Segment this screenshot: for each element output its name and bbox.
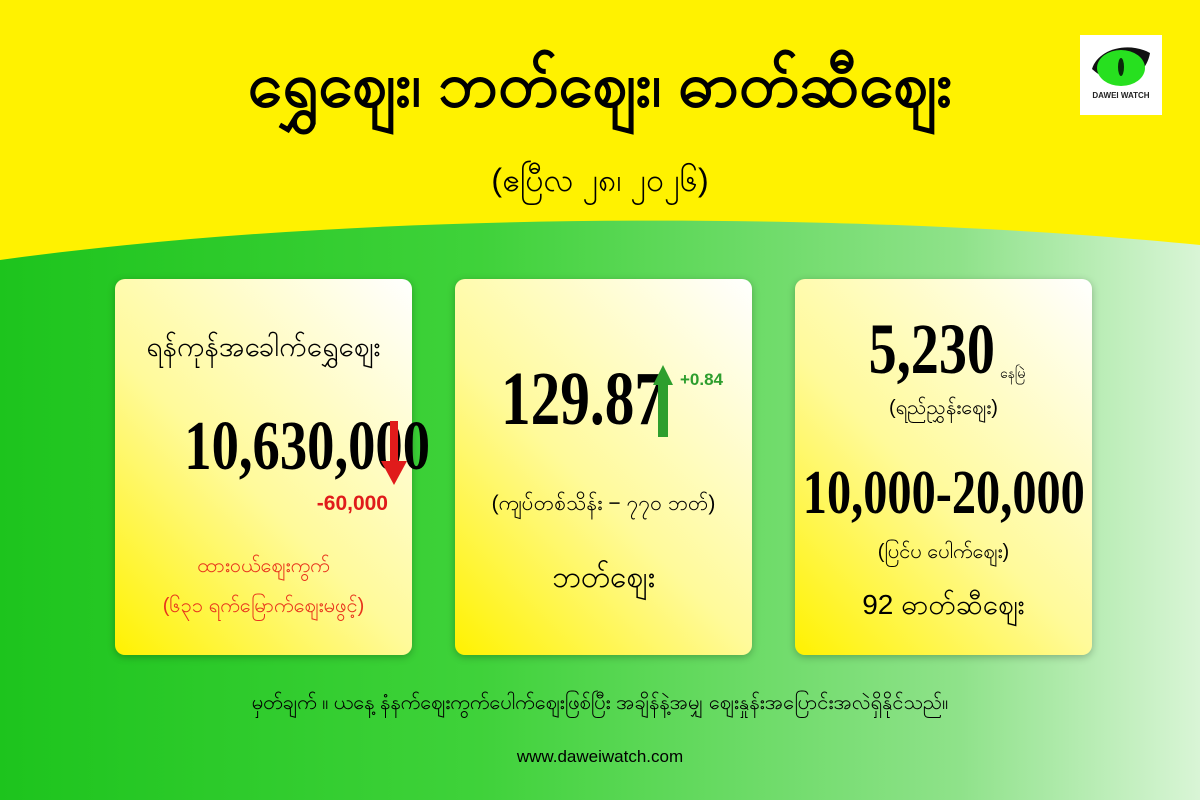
fuel-reference-value: 5,230: [868, 309, 995, 389]
arrow-up-icon: [653, 365, 673, 437]
website-link[interactable]: www.daweiwatch.com: [516, 747, 684, 766]
logo-text: DAWEI WATCH: [1092, 91, 1150, 100]
fuel-outside-wrap: 10,000-20,000: [755, 457, 1132, 545]
baht-label: ဘတ်ဈေး: [551, 561, 656, 594]
gold-price-card: ရန်ကုန်အခေါက်ရွှေဈေး 10,630,000 -60,000 …: [115, 279, 430, 655]
dawei-watch-logo: DAWEI WATCH: [1080, 35, 1162, 115]
gold-label: ရန်ကုန်အခေါက်ရွှေဈေး: [146, 331, 381, 362]
fuel-label: 92 ဓာတ်ဆီဈေး: [862, 589, 1025, 620]
baht-price-card: 129.87 +0.84 (ကျပ်တစ်သိန်း − ၇၇၀ ဘတ်) ဘတ…: [455, 279, 752, 655]
gold-change: -60,000: [316, 492, 388, 515]
fuel-ref-wrap: 5,230: [795, 311, 995, 407]
fuel-reference-label: (ရည်ညွှန်းဈေး): [889, 397, 998, 419]
arrow-down-icon: [381, 421, 407, 485]
page-title: ရွှေဈေး၊ ဘတ်ဈေး၊ ဓာတ်ဆီဈေး: [247, 51, 953, 120]
baht-value-wrap: 129.87: [455, 359, 664, 460]
date-label: (ဧပြီလ ၂၈၊ ၂၀၂၆): [491, 162, 709, 198]
gold-value-wrap: 10,630,000: [115, 409, 430, 503]
footer-note: မှတ်ချက် ။ ယနေ့ နံနက်ဈေးကွက်ပေါက်ဈေးဖြစ်…: [251, 692, 949, 714]
fuel-price-card: 5,230 နေမြဲ (ရည်ညွှန်းဈေး) 10,000-20,000…: [795, 279, 1092, 655]
baht-value: 129.87: [500, 357, 664, 441]
local-market-note: (၆၃၁ ရက်မြောက်ဈေးမဖွင့်): [162, 595, 365, 617]
header-background: [0, 0, 1200, 260]
eye-icon: [1092, 47, 1150, 86]
local-market-label: ထားဝယ်ဈေးကွက်: [197, 555, 330, 577]
fuel-outside-label: (ပြင်ပ ပေါက်ဈေး): [877, 541, 1010, 563]
baht-note: (ကျပ်တစ်သိန်း − ၇၇၀ ဘတ်): [491, 492, 716, 515]
fuel-reference-status: နေမြဲ: [1000, 365, 1026, 381]
baht-change: +0.84: [680, 370, 724, 389]
fuel-outside-value: 10,000-20,000: [802, 459, 1085, 527]
